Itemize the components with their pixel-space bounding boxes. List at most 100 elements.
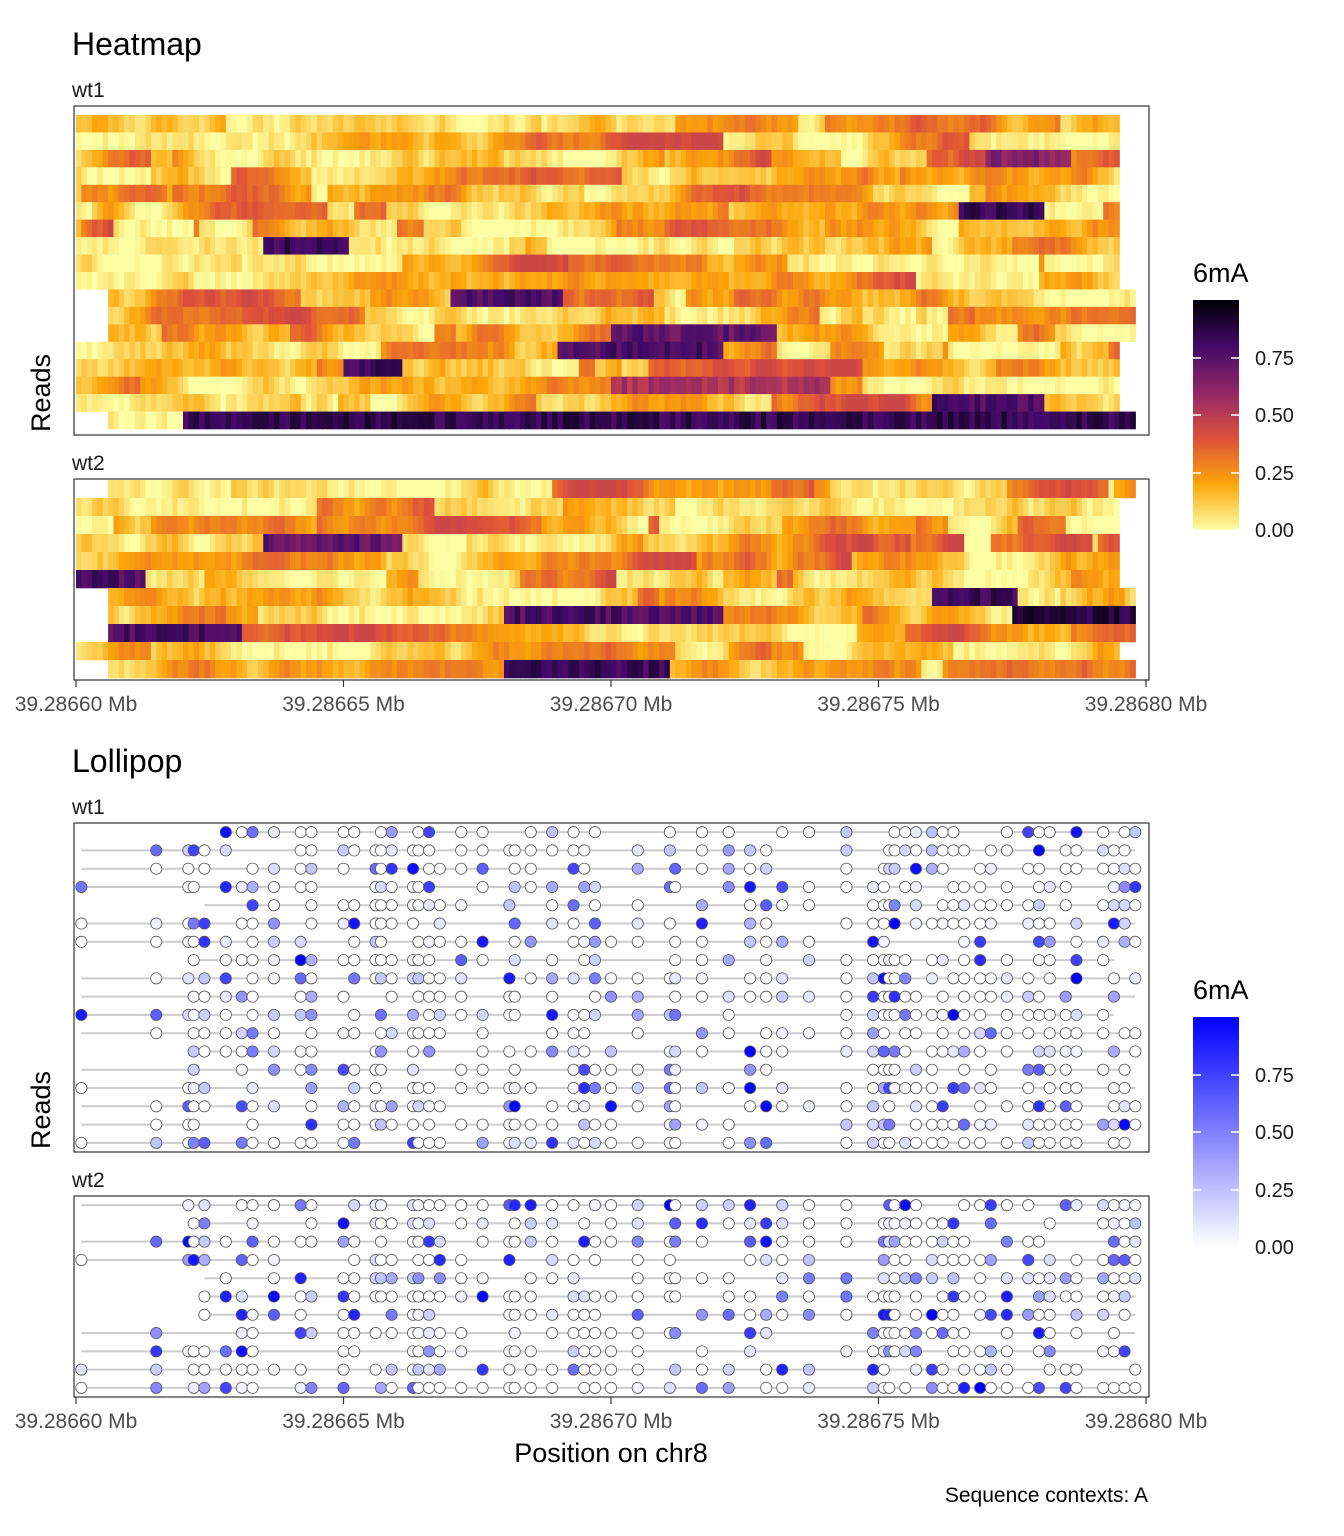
heatmap-cell-wt2-r7 [161, 606, 168, 625]
heatmap-cell-wt1-r11 [1012, 306, 1019, 325]
heatmap-cell-wt1-r6 [343, 219, 350, 238]
heatmap-cell-wt1-r6 [504, 219, 510, 238]
heatmap-cell-wt1-r17 [1028, 411, 1035, 430]
heatmap-cell-wt1-r13 [257, 341, 264, 360]
heatmap-cell-wt1-r4 [1039, 184, 1045, 203]
heatmap-cell-wt1-r2 [573, 149, 580, 168]
heatmap-cell-wt1-r4 [140, 184, 147, 203]
heatmap-cell-wt2-r0 [391, 480, 398, 499]
heatmap-cell-wt2-r1 [166, 498, 173, 517]
heatmap-cell-wt1-r11 [627, 306, 633, 325]
heatmap-cell-wt1-r14 [509, 359, 516, 377]
heatmap-cell-wt2-r4 [937, 552, 944, 571]
heatmap-cell-wt1-r17 [434, 411, 441, 430]
heatmap-cell-wt1-r4 [450, 184, 457, 203]
heatmap-cell-wt1-r6 [102, 219, 109, 238]
heatmap-cell-wt2-r1 [118, 498, 125, 517]
heatmap-cell-wt2-r0 [504, 480, 510, 499]
heatmap-cell-wt1-r11 [1087, 306, 1094, 325]
heatmap-cell-wt2-r2 [482, 516, 489, 535]
heatmap-cell-wt1-r9 [102, 272, 109, 290]
heatmap-cell-wt1-r14 [1071, 359, 1078, 377]
heatmap-cell-wt1-r12 [937, 324, 944, 343]
heatmap-cell-wt1-r12 [883, 324, 890, 343]
heatmap-cell-wt1-r4 [857, 184, 864, 203]
heatmap-cell-wt1-r7 [102, 237, 109, 255]
heatmap-cell-wt1-r1 [578, 132, 585, 151]
heatmap-cell-wt1-r5 [926, 202, 933, 220]
heatmap-cell-wt1-r14 [1039, 359, 1045, 377]
heatmap-cell-wt1-r15 [562, 376, 569, 395]
heatmap-cell-wt1-r0 [86, 115, 93, 133]
heatmap-cell-wt2-r6 [605, 588, 612, 607]
heatmap-cell-wt1-r4 [605, 184, 612, 203]
heatmap-cell-wt1-r5 [471, 202, 478, 220]
heatmap-cell-wt1-r15 [948, 376, 954, 395]
heatmap-cell-wt2-r6 [653, 588, 660, 607]
heatmap-cell-wt1-r2 [669, 149, 676, 168]
heatmap-cell-wt1-r11 [990, 306, 997, 325]
heatmap-cell-wt2-r2 [1071, 516, 1078, 535]
heatmap-cell-wt1-r11 [1001, 306, 1008, 325]
heatmap-cell-wt1-r4 [712, 184, 719, 203]
heatmap-cell-wt1-r12 [739, 324, 746, 343]
heatmap-cell-wt1-r9 [953, 272, 960, 290]
heatmap-cell-wt1-r2 [129, 149, 136, 168]
heatmap-cell-wt1-r9 [616, 272, 623, 290]
heatmap-cell-wt2-r1 [1060, 498, 1067, 517]
heatmap-cell-wt1-r6 [370, 219, 377, 238]
heatmap-cell-wt1-r16 [830, 394, 837, 412]
heatmap-cell-wt2-r3 [134, 534, 141, 553]
heatmap-cell-wt1-r15 [862, 376, 869, 395]
heatmap-cell-wt1-r14 [889, 359, 896, 377]
heatmap-cell-wt2-r5 [118, 570, 125, 589]
heatmap-cell-wt1-r14 [273, 359, 280, 377]
heatmap-cell-wt1-r9 [461, 272, 468, 290]
heatmap-cell-wt1-r7 [370, 237, 377, 255]
heatmap-cell-wt1-r5 [942, 202, 949, 220]
heatmap-cell-wt2-r1 [798, 498, 805, 517]
heatmap-cell-wt1-r7 [279, 237, 286, 255]
heatmap-cell-wt1-r4 [247, 184, 254, 203]
heatmap-cell-wt1-r10 [204, 289, 211, 308]
heatmap-cell-wt1-r2 [220, 149, 227, 168]
heatmap-cell-wt1-r7 [188, 237, 195, 255]
heatmap-cell-wt1-r14 [980, 359, 987, 377]
heatmap-cell-wt1-r1 [792, 132, 799, 151]
heatmap-cell-wt2-r0 [113, 480, 120, 499]
heatmap-cell-wt1-r4 [188, 184, 195, 203]
heatmap-cell-wt1-r3 [1049, 167, 1056, 186]
heatmap-cell-wt1-r2 [439, 149, 446, 168]
heatmap-cell-wt1-r4 [878, 184, 885, 203]
heatmap-cell-wt1-r10 [1087, 289, 1094, 308]
heatmap-cell-wt1-r8 [348, 254, 355, 273]
heatmap-cell-wt2-r6 [241, 588, 248, 607]
heatmap-cell-wt1-r6 [637, 219, 644, 238]
heatmap-cell-wt1-r1 [562, 132, 569, 151]
heatmap-cell-wt2-r0 [1129, 480, 1136, 499]
heatmap-cell-wt2-r6 [322, 588, 329, 607]
heatmap-cell-wt1-r0 [584, 115, 591, 133]
heatmap-cell-wt1-r4 [1113, 184, 1120, 203]
heatmap-cell-wt1-r13 [541, 341, 548, 360]
heatmap-cell-wt2-r6 [429, 588, 436, 607]
heatmap-cell-wt2-r3 [707, 534, 714, 553]
heatmap-cell-wt2-r2 [701, 516, 708, 535]
heatmap-cell-wt1-r1 [1012, 132, 1019, 151]
heatmap-cell-wt2-r5 [134, 570, 141, 589]
heatmap-cell-wt2-r3 [124, 534, 131, 553]
heatmap-cell-wt1-r12 [311, 324, 318, 343]
heatmap-cell-wt1-r17 [166, 411, 173, 430]
heatmap-cell-wt1-r8 [552, 254, 559, 273]
heatmap-cell-wt1-r14 [1044, 359, 1051, 377]
heatmap-cell-wt1-r7 [883, 237, 890, 255]
heatmap-cell-wt2-r7 [375, 606, 382, 625]
heatmap-cell-wt1-r3 [723, 167, 730, 186]
heatmap-cell-wt2-r4 [958, 552, 965, 571]
heatmap-cell-wt2-r0 [578, 480, 585, 499]
heatmap-cell-wt2-r3 [541, 534, 548, 553]
heatmap-cell-wt2-r4 [166, 552, 173, 571]
heatmap-cell-wt1-r17 [140, 411, 147, 430]
heatmap-cell-wt2-r4 [471, 552, 478, 571]
heatmap-cell-wt2-r6 [568, 588, 575, 607]
